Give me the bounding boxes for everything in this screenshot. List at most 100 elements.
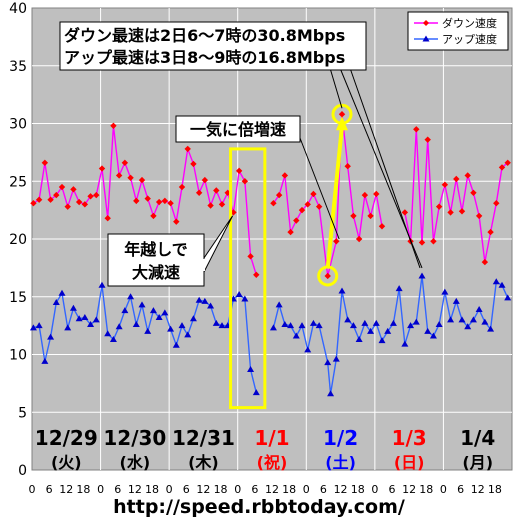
upload-point <box>247 366 255 373</box>
upload-point <box>412 318 420 325</box>
download-point <box>430 238 437 245</box>
x-axis: 0 6 12 18 0 6 12 18 0 6 12 18 0 6 12 18 0 6 12 18 0 6 12 18 0 6 12… <box>29 483 502 496</box>
download-point <box>127 174 134 181</box>
upload-point <box>269 324 277 331</box>
record-pointer <box>329 67 343 109</box>
upload-point <box>304 346 312 353</box>
upload-point <box>207 302 215 309</box>
download-point <box>361 191 369 199</box>
upload-point <box>452 297 460 304</box>
upload-point <box>92 316 100 323</box>
download-point <box>138 176 146 184</box>
x-tick-label: 0 <box>166 483 173 496</box>
upload-point <box>81 314 89 321</box>
download-point <box>487 228 494 236</box>
day-weekday-label: (水) <box>120 453 151 472</box>
download-point <box>493 199 500 207</box>
upload-point <box>281 320 289 327</box>
download-point <box>293 217 300 224</box>
x-tick-label: 0 <box>440 483 447 496</box>
x-tick-label: 18 <box>419 483 433 496</box>
annotation-layer: ダウン最速は2日6～7時の30.8Mbps アップ最速は3日8～9時の16.8Mb… <box>59 21 423 410</box>
download-point <box>144 195 151 202</box>
upload-point <box>235 290 243 297</box>
x-tick-label: 6 <box>320 483 327 496</box>
day-date-label: 12/31 <box>172 426 235 450</box>
download-point <box>241 178 249 185</box>
y-tick-label: 30 <box>9 117 27 133</box>
x-tick-label: 0 <box>371 483 378 496</box>
download-point <box>378 223 386 230</box>
upload-point <box>121 307 129 314</box>
x-tick-label: 18 <box>214 483 228 496</box>
x-tick-label: 6 <box>457 483 464 496</box>
download-point <box>304 201 311 208</box>
x-tick-label: 6 <box>183 483 190 496</box>
y-axis: 0 5 10 15 20 25 30 35 40 <box>9 1 27 479</box>
download-point <box>64 203 71 210</box>
y-tick-label: 15 <box>9 290 27 306</box>
download-point <box>201 176 209 184</box>
upload-point <box>189 315 197 322</box>
newyear-highlight-box <box>229 147 267 410</box>
jump-arrow-shaft <box>325 126 344 269</box>
day-labels: 12/29 (火) 12/30 (水) 12/31 (木) 1/1 (祝) 1/2 (土) 1/3 (… <box>35 426 495 472</box>
download-point <box>173 218 180 225</box>
upload-point <box>441 288 449 295</box>
download-point <box>115 172 123 179</box>
legend-swatch-marker <box>422 35 430 42</box>
download-point <box>275 191 283 199</box>
download-point <box>30 199 37 207</box>
upload-point <box>475 305 483 312</box>
download-point <box>235 167 243 175</box>
download-point <box>350 212 357 220</box>
upload-point <box>355 335 363 342</box>
upload-point <box>418 272 426 279</box>
download-point <box>253 271 260 279</box>
upload-point <box>361 319 369 326</box>
download-point <box>315 203 323 210</box>
x-tick-label: 0 <box>234 483 241 496</box>
download-point <box>447 209 454 216</box>
upload-point <box>332 355 340 362</box>
download-point <box>41 159 49 166</box>
download-point <box>81 201 89 208</box>
upload-point <box>349 322 357 329</box>
download-point <box>413 126 420 133</box>
day-weekday-label: (火) <box>51 453 82 472</box>
download-point <box>298 206 306 214</box>
download-point <box>53 191 60 199</box>
upload-point <box>447 316 455 323</box>
download-point <box>418 239 426 246</box>
upload-point <box>138 301 146 308</box>
upload-point <box>167 325 175 332</box>
download-point <box>121 159 129 166</box>
x-tick-label: 18 <box>145 483 159 496</box>
download-point <box>475 212 483 220</box>
upload-point <box>424 327 432 334</box>
y-tick-label: 0 <box>18 463 27 479</box>
day-date-label: 1/1 <box>254 426 289 450</box>
upload-point <box>201 297 209 304</box>
upload-point <box>212 319 220 326</box>
source-url: http://speed.rbbtoday.com/ <box>113 496 405 518</box>
download-point <box>498 164 506 171</box>
upload-point <box>429 332 437 339</box>
download-point <box>155 198 163 206</box>
day-date-label: 1/3 <box>392 426 427 450</box>
x-tick-label: 12 <box>128 483 142 496</box>
download-point <box>373 190 380 198</box>
download-point <box>458 208 466 215</box>
upload-point <box>58 289 66 296</box>
upload-point <box>367 327 375 334</box>
x-tick-label: 6 <box>114 483 121 496</box>
newyear-callout-line1: 年越しで <box>124 240 188 259</box>
upload-point <box>109 335 117 342</box>
download-point <box>58 183 66 191</box>
upload-point <box>275 301 283 308</box>
upload-point <box>104 330 112 337</box>
day-weekday-label: (月) <box>462 453 493 472</box>
record-callout-line1: ダウン最速は2日6～7時の30.8Mbps <box>64 26 345 45</box>
x-tick-label: 6 <box>46 483 53 496</box>
